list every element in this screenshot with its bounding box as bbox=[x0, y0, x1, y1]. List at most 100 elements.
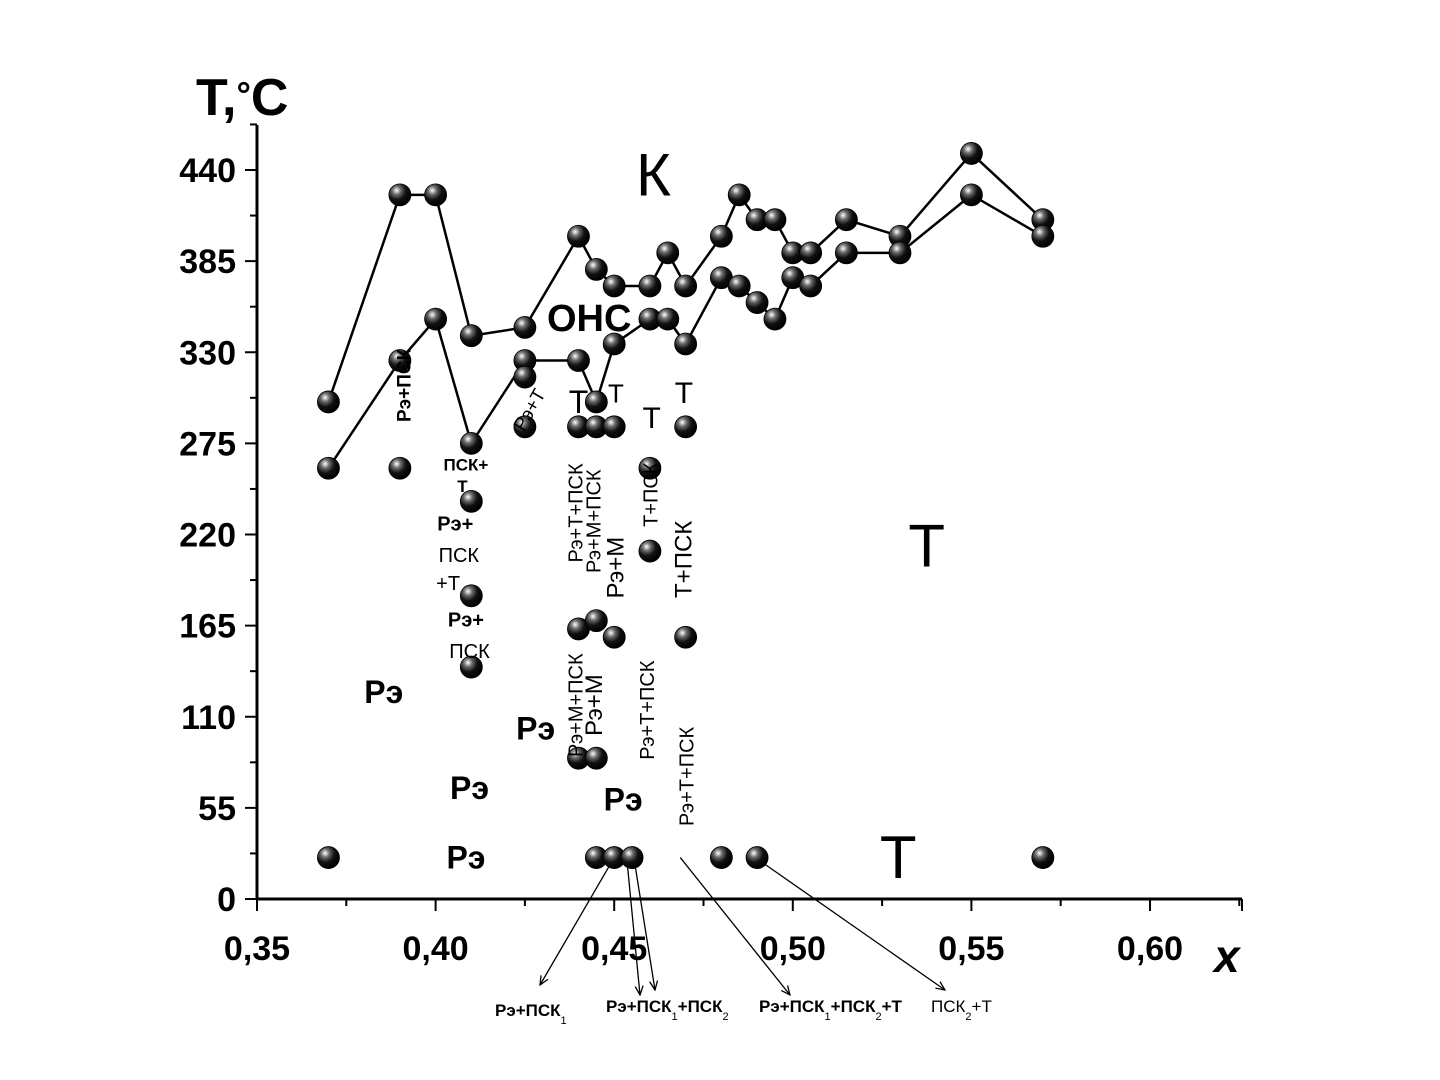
phase-region-label: Рэ+М bbox=[581, 674, 608, 736]
data-point bbox=[763, 307, 787, 331]
data-point bbox=[656, 241, 680, 265]
annotation-arrow bbox=[540, 857, 615, 985]
data-point bbox=[620, 846, 644, 869]
data-point bbox=[317, 456, 340, 480]
phase-region-label: Рэ bbox=[604, 782, 643, 818]
data-point bbox=[763, 208, 787, 232]
data-point bbox=[513, 315, 537, 339]
data-point bbox=[638, 539, 662, 563]
data-point bbox=[1031, 846, 1055, 869]
data-point bbox=[584, 609, 608, 633]
y-tick-label: 275 bbox=[179, 425, 236, 463]
x-tick-label: 0,35 bbox=[224, 930, 290, 968]
data-point bbox=[745, 291, 769, 314]
data-point bbox=[602, 415, 626, 439]
annotation-arrow bbox=[754, 857, 945, 990]
data-point bbox=[709, 224, 733, 248]
phase-region-label: Т bbox=[880, 824, 917, 891]
bottom-phase-label: Рэ+ПСК1+ПСК2+Т bbox=[759, 997, 903, 1023]
y-tick-label: 440 bbox=[179, 152, 236, 190]
phase-region-label: ПСК+ bbox=[444, 455, 489, 474]
y-tick-label: 165 bbox=[179, 608, 236, 646]
phase-region-label: Т bbox=[675, 377, 693, 410]
phase-region-label: Рэ bbox=[450, 770, 489, 806]
phase-region-label: Т+ПСК bbox=[670, 521, 697, 598]
phase-region-label: Рэ+Т+ПСК bbox=[676, 726, 698, 826]
data-point bbox=[638, 274, 662, 298]
phase-region-label: Т bbox=[643, 402, 661, 435]
phase-region-label: Рэ+ПСК bbox=[395, 348, 416, 422]
y-tick-label: 220 bbox=[179, 517, 236, 555]
data-point bbox=[709, 846, 733, 869]
data-point bbox=[459, 489, 483, 513]
phase-region-label: Рэ+Т bbox=[510, 385, 551, 435]
chart-arrows bbox=[540, 857, 945, 995]
phase-region-label: Рэ bbox=[364, 674, 403, 710]
data-point bbox=[317, 846, 340, 869]
data-point bbox=[799, 274, 823, 298]
data-point bbox=[388, 456, 412, 480]
chart-axes: 0,35 0,40 0,45 0,50 0,55 0,600551101652202753… bbox=[179, 123, 1243, 968]
data-point bbox=[602, 274, 626, 298]
phase-region-label: Рэ+Т+ПСК bbox=[637, 660, 659, 760]
y-tick-label: 330 bbox=[179, 334, 236, 372]
data-point bbox=[638, 456, 662, 480]
data-point bbox=[674, 332, 698, 356]
data-point bbox=[567, 349, 590, 372]
data-point bbox=[656, 307, 680, 331]
data-point bbox=[834, 208, 858, 232]
data-point bbox=[459, 324, 483, 348]
data-point bbox=[513, 365, 537, 389]
x-tick-label: 0,50 bbox=[760, 930, 826, 968]
annotation-arrow bbox=[679, 857, 790, 995]
data-point bbox=[1031, 224, 1055, 248]
data-point bbox=[584, 258, 608, 281]
data-point bbox=[674, 274, 698, 298]
phase-region-label: Т bbox=[608, 379, 624, 409]
phase-region-label: Т+ПСК bbox=[641, 462, 663, 527]
data-point bbox=[799, 241, 823, 265]
bottom-phase-label: ПСК2+Т bbox=[931, 997, 992, 1023]
phase-region-label: Рэ+ bbox=[437, 514, 473, 536]
x-tick-label: 0,40 bbox=[403, 930, 469, 968]
phase-region-label: Рэ+М bbox=[602, 537, 629, 599]
data-point bbox=[513, 415, 537, 439]
data-point bbox=[424, 183, 448, 207]
data-point bbox=[584, 390, 608, 414]
y-axis-title: T,°C bbox=[196, 69, 288, 127]
phase-region-label: Т bbox=[457, 477, 468, 496]
bottom-phase-label: Рэ+ПСК1 bbox=[495, 1001, 567, 1027]
annotation-arrow bbox=[626, 857, 640, 995]
data-point bbox=[459, 584, 483, 608]
phase-region-label: Рэ+М+ПСК bbox=[566, 653, 588, 757]
phase-region-label: ПСК bbox=[439, 545, 480, 567]
data-point bbox=[567, 224, 590, 248]
y-tick-label: 0 bbox=[217, 881, 236, 919]
phase-region-label: Рэ+ bbox=[448, 610, 484, 632]
chart-points bbox=[317, 142, 1055, 869]
data-point bbox=[834, 241, 858, 265]
phase-region-label: Рэ+М+ПСК bbox=[584, 469, 606, 573]
bottom-phase-label: Рэ+ПСК1+ПСК2 bbox=[606, 997, 729, 1023]
data-point bbox=[388, 349, 412, 372]
y-tick-label: 55 bbox=[198, 790, 236, 828]
phase-region-label: К bbox=[636, 141, 671, 208]
data-point bbox=[602, 332, 626, 356]
phase-region-label: Т bbox=[569, 384, 589, 420]
data-point bbox=[584, 746, 608, 770]
data-point bbox=[674, 415, 698, 439]
chart-bottom-labels: Рэ+ПСК1 Рэ+ПСК1+ПСК2 Рэ+ПСК1+ПСК2+Т ПСК2+Т bbox=[495, 997, 992, 1027]
data-point bbox=[727, 183, 751, 207]
y-tick-label: 110 bbox=[181, 699, 236, 737]
annotation-arrow bbox=[633, 857, 655, 990]
phase-region-label: ПСК bbox=[449, 641, 490, 663]
data-point bbox=[745, 846, 769, 869]
y-tick-label: 385 bbox=[179, 243, 236, 281]
data-point bbox=[424, 307, 448, 331]
data-point bbox=[674, 625, 698, 649]
data-point bbox=[459, 655, 483, 679]
x-tick-label: 0,55 bbox=[938, 930, 1004, 968]
data-point bbox=[317, 390, 340, 414]
phase-region-label: Т bbox=[908, 513, 945, 580]
